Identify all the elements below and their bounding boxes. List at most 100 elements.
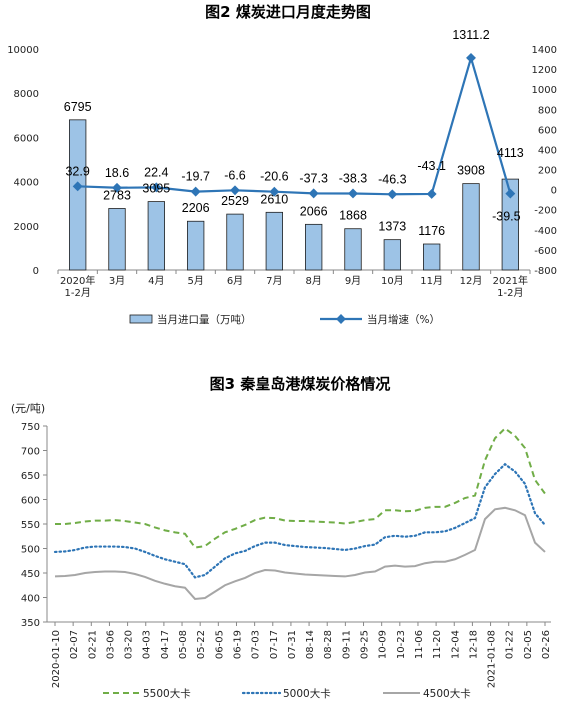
chart2-x-tick: 05-22 — [196, 630, 207, 659]
chart1-growth-value-label: -37.3 — [299, 171, 328, 185]
chart2-y-tick: 400 — [21, 594, 40, 605]
chart2-legend-label: 5500大卡 — [143, 687, 191, 700]
chart2-y-tick: 700 — [21, 447, 40, 458]
chart2-x-tick: 09-25 — [360, 630, 371, 659]
chart1-right-tick: 600 — [538, 125, 557, 136]
price-chart: 图3 秦皇岛港煤炭价格情况 (元/吨) 350 400 450 500 550 600 65… — [11, 375, 552, 700]
chart2-x-tick: 12-18 — [468, 630, 479, 659]
chart2-x-tick: 06-19 — [232, 630, 243, 659]
chart1-right-tick: 1000 — [532, 85, 557, 96]
chart1-bar-value-label: 1373 — [378, 220, 406, 234]
chart2-x-tick: 09-11 — [341, 630, 352, 659]
chart1-right-tick: 400 — [538, 145, 557, 156]
chart1-growth-marker — [505, 188, 516, 199]
chart1-left-tick: 2000 — [14, 222, 39, 233]
chart1-bar-value-label: 2610 — [260, 192, 288, 206]
chart1-bar-value-label: 6795 — [64, 100, 92, 114]
chart1-x-tick: 9月 — [345, 275, 361, 287]
chart1-left-tick: 4000 — [14, 178, 39, 189]
chart2-x-tick: 03-06 — [105, 630, 116, 659]
chart1-growth-marker — [269, 186, 280, 197]
chart1-growth-marker — [387, 189, 398, 200]
chart1-bars — [69, 119, 519, 271]
chart2-x-tick: 07-03 — [251, 630, 262, 659]
chart1-growth-value-label: 32.9 — [65, 164, 89, 178]
chart1-bar-value-label: 1176 — [418, 224, 445, 238]
chart1-right-tick: -400 — [534, 226, 557, 237]
chart1-growth-value-label: -6.6 — [224, 168, 246, 182]
chart1-bar — [226, 213, 244, 271]
chart1-left-tick: 8000 — [14, 89, 39, 100]
chart1-growth-line — [72, 52, 516, 200]
chart1-x-tick: 2020年 — [60, 274, 95, 287]
chart1-bar — [462, 183, 480, 271]
chart1-bar — [344, 228, 362, 271]
chart2-x-tick: 04-17 — [160, 630, 171, 659]
chart2-y-unit: (元/吨) — [11, 402, 45, 415]
chart1-bar — [69, 119, 87, 271]
chart2-lines — [53, 427, 547, 601]
chart2-x-tick: 07-17 — [269, 630, 280, 659]
chart1-right-tick: 0 — [551, 186, 557, 197]
import-chart: 图2 煤炭进口月度走势图 0200040006000800010000-800-… — [7, 3, 557, 326]
chart1-x-tick: 10月 — [381, 275, 404, 287]
chart1-growth-value-label: 18.6 — [105, 166, 129, 180]
chart2-y-tick: 550 — [21, 520, 40, 531]
chart1-bar — [147, 201, 165, 271]
chart2-y-tick: 500 — [21, 545, 40, 556]
chart2-x-tick: 02-05 — [523, 630, 534, 659]
chart1-growth-polyline — [77, 53, 512, 196]
chart1-bar — [305, 223, 323, 271]
chart1-bar-value-label: 2206 — [182, 201, 210, 215]
chart1-left-tick: 6000 — [14, 133, 39, 144]
chart2-x-tick: 2021-01-08 — [487, 630, 498, 688]
chart1-growth-marker — [348, 188, 358, 199]
chart2-x-tick: 05-08 — [178, 630, 189, 659]
chart1-bar-value-label: 4113 — [497, 146, 524, 160]
chart2-x-tick: 02-26 — [541, 630, 552, 659]
chart1-right-tick: -200 — [534, 206, 557, 217]
chart1-growth-value-label: -20.6 — [260, 170, 289, 184]
chart1-growth-marker — [230, 185, 240, 196]
chart2-x-tick: 11-20 — [432, 630, 443, 659]
chart1-right-tick: 200 — [538, 166, 557, 177]
chart2-x-tick: 02-21 — [87, 630, 98, 659]
chart1-x-tick: 12月 — [460, 275, 483, 287]
chart1-growth-value-label: 1311.2 — [452, 28, 489, 42]
chart1-x-tick: 8月 — [305, 275, 321, 287]
chart1-x-tick: 2021年 — [493, 274, 528, 287]
chart2-y-tick: 600 — [21, 496, 40, 507]
chart2-y-tick: 350 — [21, 618, 40, 629]
chart2-x-tick: 10-23 — [396, 630, 407, 659]
chart1-x-tick: 3月 — [109, 275, 125, 287]
chart1-bar — [423, 243, 441, 271]
chart1-x-tick: 5月 — [187, 275, 203, 287]
chart2-series-line — [55, 427, 546, 549]
chart1-bar-value-label: 3908 — [457, 164, 485, 178]
chart2-x-tick: 07-31 — [287, 630, 298, 659]
chart1-bar-value-label: 1868 — [339, 209, 367, 223]
chart1-legend-line-marker — [336, 314, 346, 324]
chart1-growth-marker — [112, 182, 122, 193]
chart2-x-tick: 06-05 — [214, 630, 225, 659]
chart1-growth-value-label: 22.4 — [144, 165, 168, 179]
chart1-growth-value-label: -39.5 — [492, 210, 521, 224]
chart1-x-tick: 1-2月 — [64, 287, 90, 299]
chart1-growth-marker — [151, 182, 162, 193]
chart1-left-tick: 10000 — [7, 45, 39, 56]
chart2-x-tick: 01-22 — [505, 630, 516, 659]
chart2-y-tick: 650 — [21, 471, 40, 482]
chart2-x-tick: 08-28 — [323, 630, 334, 659]
chart1-growth-marker — [72, 181, 83, 192]
chart2-legend: 5500大卡 5000大卡 4500大卡 — [103, 687, 471, 700]
chart1-growth-value-label: -43.1 — [417, 159, 446, 173]
chart1-right-tick: -600 — [534, 246, 557, 257]
chart1-bar — [187, 220, 205, 271]
chart1-bar-value-label: 2783 — [103, 188, 131, 202]
chart1-legend: 当月进口量（万吨） 当月增速（%） — [129, 313, 440, 326]
chart1-x-tick: 6月 — [227, 275, 243, 287]
chart1-bar-value-label: 3095 — [142, 182, 170, 196]
chart1-growth-value-label: -19.7 — [181, 170, 210, 184]
chart2-x-tick: 10-09 — [378, 630, 389, 659]
chart1-growth-value-label: -38.3 — [339, 171, 368, 185]
